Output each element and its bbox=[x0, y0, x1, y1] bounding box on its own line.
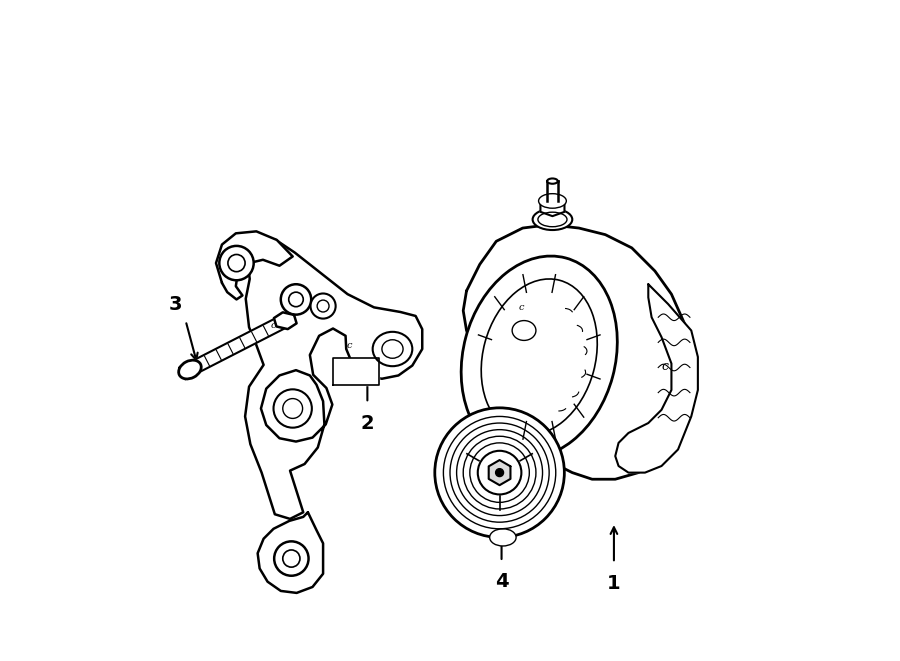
Ellipse shape bbox=[478, 451, 521, 494]
Polygon shape bbox=[616, 284, 698, 473]
Ellipse shape bbox=[490, 529, 516, 546]
Polygon shape bbox=[464, 225, 691, 479]
Text: 4: 4 bbox=[495, 572, 508, 591]
Text: 1: 1 bbox=[608, 574, 621, 592]
Ellipse shape bbox=[373, 332, 412, 366]
Ellipse shape bbox=[228, 254, 245, 272]
Ellipse shape bbox=[310, 293, 336, 319]
Text: c: c bbox=[346, 340, 352, 350]
Polygon shape bbox=[179, 317, 285, 379]
Polygon shape bbox=[333, 358, 379, 385]
Ellipse shape bbox=[512, 321, 535, 340]
Ellipse shape bbox=[281, 284, 311, 315]
Ellipse shape bbox=[283, 399, 302, 418]
Polygon shape bbox=[489, 460, 510, 485]
Ellipse shape bbox=[274, 389, 312, 428]
Ellipse shape bbox=[220, 246, 254, 280]
Polygon shape bbox=[540, 199, 564, 216]
Polygon shape bbox=[274, 312, 297, 329]
Ellipse shape bbox=[283, 550, 300, 567]
Ellipse shape bbox=[533, 209, 572, 230]
Ellipse shape bbox=[496, 469, 503, 477]
Text: 3: 3 bbox=[169, 295, 183, 313]
Polygon shape bbox=[257, 512, 323, 593]
Ellipse shape bbox=[538, 212, 567, 227]
Ellipse shape bbox=[317, 300, 329, 312]
Text: c: c bbox=[518, 303, 524, 312]
Ellipse shape bbox=[461, 256, 617, 458]
Ellipse shape bbox=[482, 279, 598, 435]
Ellipse shape bbox=[179, 360, 202, 379]
Ellipse shape bbox=[274, 541, 309, 576]
Text: c: c bbox=[270, 321, 275, 330]
Polygon shape bbox=[216, 231, 292, 299]
Ellipse shape bbox=[538, 194, 566, 208]
Text: 2: 2 bbox=[361, 414, 374, 432]
Ellipse shape bbox=[382, 340, 403, 358]
Ellipse shape bbox=[547, 178, 558, 184]
Text: c: c bbox=[662, 360, 669, 373]
Polygon shape bbox=[245, 239, 422, 519]
Ellipse shape bbox=[289, 292, 303, 307]
Ellipse shape bbox=[435, 408, 564, 537]
